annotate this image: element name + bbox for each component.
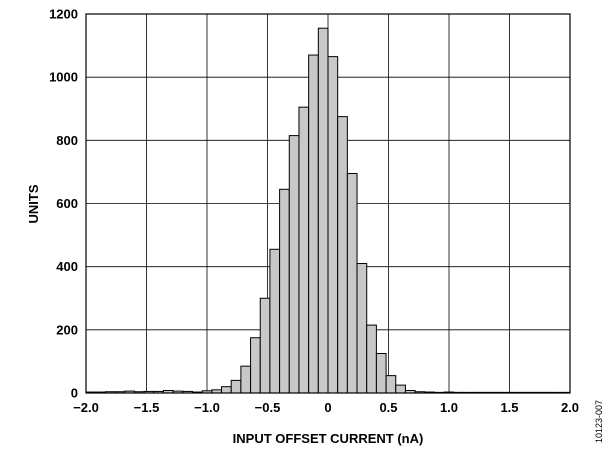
histogram-bar — [230, 379, 242, 394]
y-tick-label: 200 — [56, 322, 78, 337]
y-tick-label: 1000 — [49, 70, 78, 85]
histogram-bar — [375, 353, 387, 394]
histogram-bar — [317, 27, 329, 394]
histogram-bar — [366, 324, 377, 394]
histogram-bar — [288, 135, 300, 394]
x-tick-labels: −2.0 −1.5 −1.0 −0.5 0 0.5 1.0 1.5 2.0 — [73, 400, 579, 415]
x-axis-label: INPUT OFFSET CURRENT (nA) — [233, 431, 424, 446]
histogram-bar — [221, 386, 232, 394]
x-tick-label: −1.0 — [194, 400, 220, 415]
histogram-bar — [337, 116, 348, 394]
x-tick-label: 2.0 — [561, 400, 579, 415]
x-tick-label: −0.5 — [255, 400, 281, 415]
histogram-bar — [356, 263, 368, 394]
y-tick-label: 0 — [71, 386, 78, 401]
figure-id-label: 10123-007 — [594, 400, 604, 443]
histogram-bar — [385, 375, 397, 394]
histogram-bar — [395, 384, 406, 394]
y-tick-label: 400 — [56, 259, 78, 274]
histogram-bar — [279, 188, 290, 394]
histogram-bars — [85, 27, 571, 394]
histogram-bar — [327, 56, 339, 394]
x-tick-label: 1.0 — [440, 400, 458, 415]
y-axis-label: UNITS — [26, 184, 41, 223]
y-tick-labels: 0 200 400 600 800 1000 1200 — [49, 7, 78, 401]
histogram-bar — [298, 106, 310, 394]
histogram-bar — [259, 297, 271, 394]
x-tick-label: −1.5 — [134, 400, 160, 415]
x-tick-label: 1.5 — [500, 400, 518, 415]
histogram-bar — [269, 248, 281, 394]
y-tick-label: 600 — [56, 196, 78, 211]
histogram-bar — [250, 337, 261, 394]
x-tick-label: −2.0 — [73, 400, 99, 415]
x-tick-label: 0.5 — [379, 400, 397, 415]
histogram-bar — [346, 172, 358, 394]
x-tick-label: 0 — [324, 400, 331, 415]
histogram-bar — [308, 54, 319, 394]
plot-frame — [85, 13, 571, 394]
y-tick-label: 1200 — [49, 7, 78, 22]
y-tick-label: 800 — [56, 133, 78, 148]
histogram-bar — [240, 365, 252, 394]
